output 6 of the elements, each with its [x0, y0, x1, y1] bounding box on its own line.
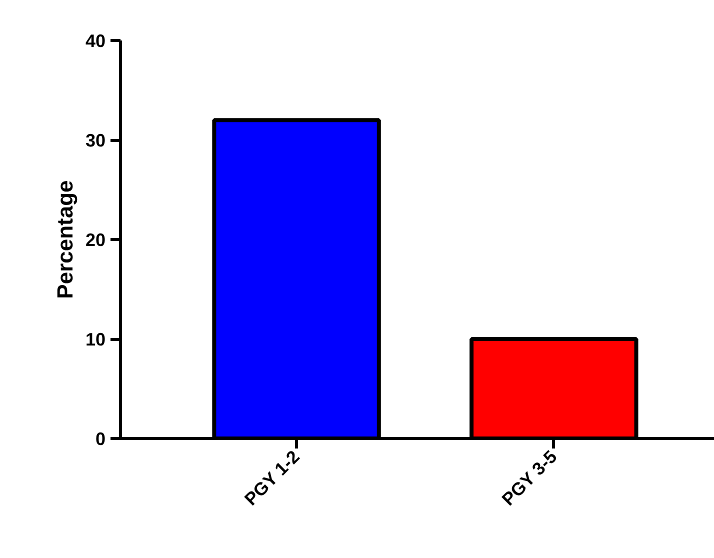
y-axis-title: Percentage: [52, 180, 78, 299]
y-tick-label: 30: [85, 130, 106, 150]
y-tick-label: 10: [85, 330, 106, 350]
y-tick-label: 0: [95, 429, 106, 449]
y-tick-label: 20: [85, 230, 106, 250]
y-tick-label: 40: [85, 31, 106, 51]
